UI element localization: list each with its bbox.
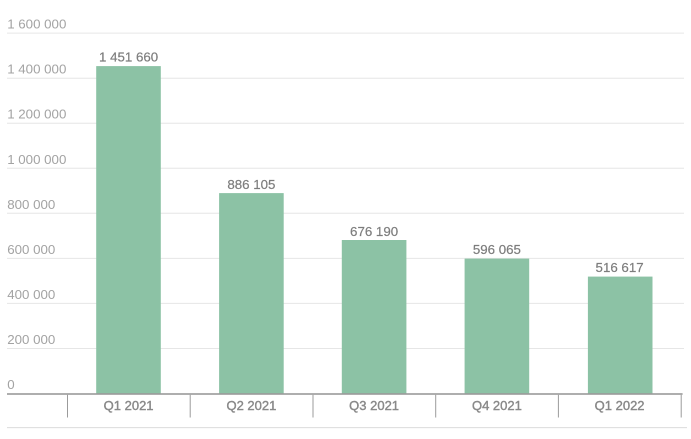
svg-text:Q3 2021: Q3 2021 [349,398,399,413]
svg-text:200 000: 200 000 [7,332,55,347]
svg-text:1 200 000: 1 200 000 [7,107,66,122]
svg-text:676 190: 676 190 [350,224,398,239]
svg-text:400 000: 400 000 [7,287,55,302]
svg-text:1 451 660: 1 451 660 [99,50,158,65]
svg-text:886 105: 886 105 [227,177,275,192]
svg-text:516 617: 516 617 [596,260,644,275]
svg-text:Q2 2021: Q2 2021 [226,398,276,413]
svg-text:0: 0 [7,377,14,392]
svg-text:Q1 2021: Q1 2021 [104,398,154,413]
svg-text:800 000: 800 000 [7,197,55,212]
svg-text:Q4 2021: Q4 2021 [472,398,522,413]
svg-text:1 000 000: 1 000 000 [7,152,66,167]
svg-text:596 065: 596 065 [473,242,521,257]
svg-text:600 000: 600 000 [7,242,55,257]
svg-text:1 400 000: 1 400 000 [7,62,66,77]
svg-text:Q1 2022: Q1 2022 [595,398,645,413]
svg-text:1 600 000: 1 600 000 [7,17,66,32]
